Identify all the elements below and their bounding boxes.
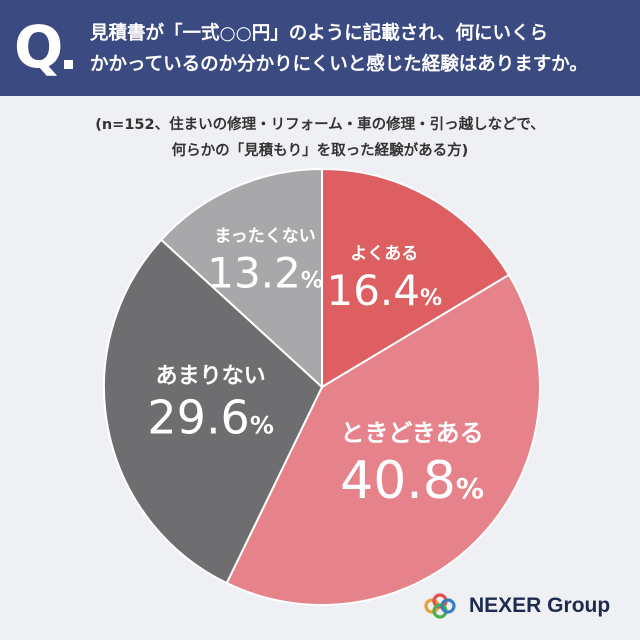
slice-category-label: よくある [350, 244, 418, 264]
slice-value-label: 29.6% [147, 391, 273, 445]
question-text: 見積書が「一式○○円」のように記載され、何にいくら かかっているのか分かりにくい… [90, 18, 630, 80]
slice-category-label: ときどきある [340, 419, 483, 447]
slice-value-label: 40.8% [340, 451, 484, 511]
pie-slice [103, 238, 324, 585]
sample-line-2: 何らかの「見積もり」を取った経験がある方) [171, 143, 469, 159]
nexer-logo: NEXER Group [423, 590, 610, 622]
sample-line-1: (n=152、住まいの修理・リフォーム・車の修理・引っ越しなどで、 [95, 117, 545, 133]
question-line-1: 見積書が「一式○○円」のように記載され、何にいくら [90, 23, 548, 44]
nexer-logo-icon [424, 593, 456, 619]
pie-slice [321, 167, 511, 389]
sample-note: (n=152、住まいの修理・リフォーム・車の修理・引っ越しなどで、 何らかの「見… [0, 112, 640, 164]
pie-slice [159, 167, 323, 390]
slice-category-label: あまりない [156, 364, 266, 389]
question-header: Q 見積書が「一式○○円」のように記載され、何にいくら かかっているのか分かりに… [0, 0, 640, 96]
slice-category-label: まったくない [214, 226, 315, 246]
slice-value-label: 16.4% [326, 266, 442, 315]
question-line-2: かかっているのか分かりにくいと感じた経験はありますか。 [90, 54, 588, 75]
pie-slice [225, 273, 541, 606]
logo-text: NEXER Group [469, 594, 611, 617]
slice-value-label: 13.2% [207, 249, 323, 298]
slice-label-group: まったくない 13.2% [207, 226, 323, 297]
question-mark: Q [14, 13, 64, 81]
question-dot [64, 60, 73, 69]
slice-label-group: ときどきある 40.8% [340, 419, 484, 511]
